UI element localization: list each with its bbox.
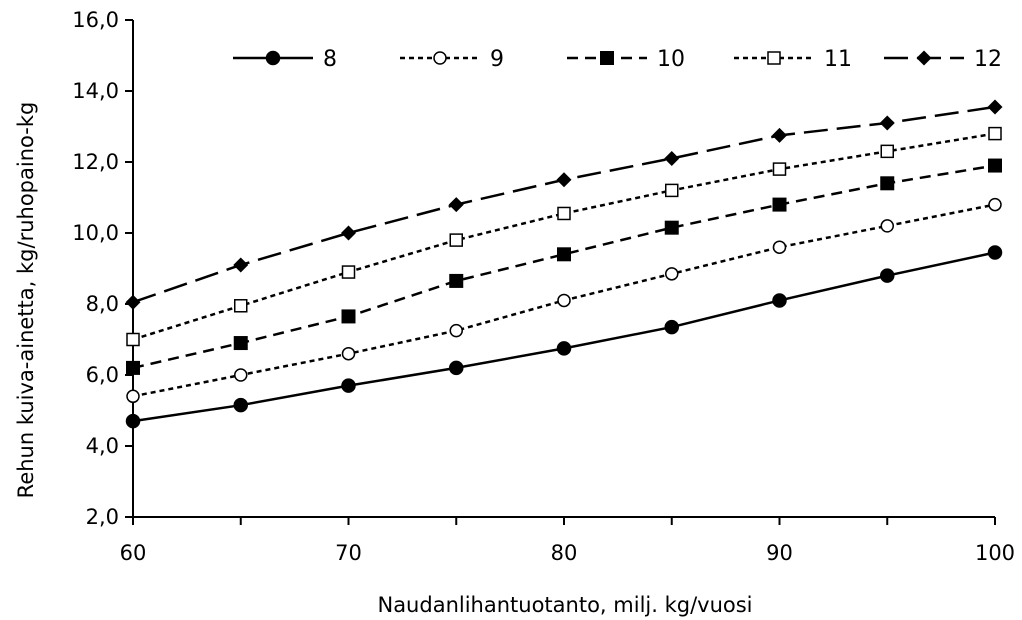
x-axis-title: Naudanlihantuotanto, milj. kg/vuosi [377, 593, 752, 617]
series-10-point [126, 360, 140, 375]
y-tick-label: 6,0 [86, 363, 119, 387]
series-9-point [665, 267, 679, 281]
series-11-point [341, 265, 356, 279]
chart-series-layer [125, 99, 1003, 429]
chart-legend: 8 9 10 11 12 [233, 47, 1002, 72]
series-9-point [234, 368, 248, 382]
x-tick-label: 70 [335, 541, 362, 565]
series-11-point [665, 183, 679, 198]
x-tick-label: 80 [551, 541, 578, 565]
y-tick-label: 4,0 [86, 434, 119, 458]
series-12-point [664, 150, 680, 166]
series-12-point [448, 197, 464, 213]
series-11-point [449, 233, 463, 247]
y-tick-label: 12,0 [72, 150, 119, 174]
series-10-point [557, 247, 571, 262]
series-12 [125, 99, 1003, 310]
legend-item-10: 10 [567, 47, 685, 72]
legend-label: 9 [490, 47, 504, 72]
legend-marker [600, 51, 614, 65]
legend-label: 12 [974, 47, 1002, 72]
y-tick-label: 14,0 [72, 79, 119, 103]
legend-item-11: 11 [734, 47, 852, 72]
y-tick-label: 2,0 [86, 505, 119, 529]
legend-item-8: 8 [233, 47, 337, 72]
series-12-point [233, 257, 249, 273]
legend-marker [916, 50, 932, 66]
legend-label: 11 [824, 47, 852, 72]
x-tick-label: 90 [766, 541, 793, 565]
series-11-point [234, 299, 248, 313]
y-tick-label: 16,0 [72, 8, 119, 32]
series-9-point [880, 219, 894, 233]
series-11-point [988, 126, 1002, 141]
series-8-point [987, 245, 1003, 260]
y-tick-label: 8,0 [86, 292, 119, 316]
series-11-point [880, 144, 894, 159]
series-8-point [880, 268, 895, 283]
series-8-point [233, 397, 248, 413]
x-tick-label: 100 [975, 541, 1015, 565]
legend-label: 10 [657, 47, 685, 72]
legend-marker [433, 51, 447, 65]
series-9 [126, 197, 1002, 404]
legend-marker [265, 50, 281, 66]
series-9-point [449, 323, 463, 338]
y-axis-title: Rehun kuiva-ainetta, kg/ruhopaino-kg [14, 102, 38, 499]
series-10-line [132, 164, 996, 370]
series-12-point [556, 172, 572, 188]
series-10-point [233, 336, 248, 351]
series-8-point [772, 293, 787, 308]
series-10 [126, 158, 1002, 375]
legend-item-12: 12 [884, 47, 1002, 72]
series-9-point [126, 389, 140, 404]
y-tick-label: 10,0 [72, 221, 119, 245]
series-12-point [987, 99, 1003, 115]
series-12-point [125, 294, 141, 310]
series-10-point [449, 273, 464, 288]
series-10-point [988, 158, 1002, 173]
series-9-point [772, 240, 787, 254]
series-12-point [879, 115, 895, 131]
chart-axes: 2,0 4,0 6,0 8,0 10,0 12,0 14,0 16,0 60 70 80 90 100 [72, 8, 1015, 565]
series-8-point [125, 413, 141, 429]
series-10-point [341, 309, 356, 324]
series-9-point [988, 197, 1002, 212]
series-10-point [664, 220, 679, 235]
legend-marker [767, 51, 781, 65]
series-10-point [772, 197, 787, 212]
series-9-point [341, 346, 356, 361]
series-11-point [126, 332, 140, 347]
series-12-point [772, 127, 787, 143]
series-8-point [341, 378, 356, 393]
series-8 [125, 245, 1003, 429]
series-8-point [664, 319, 679, 335]
series-8-point [449, 360, 464, 376]
series-11-point [772, 162, 787, 176]
series-11 [126, 126, 1002, 347]
series-12-point [341, 225, 356, 241]
series-12-line [132, 105, 996, 304]
series-11-line [132, 132, 996, 341]
series-10-point [880, 176, 895, 191]
legend-label: 8 [323, 47, 337, 72]
series-9-point [557, 293, 571, 308]
series-8-point [556, 341, 572, 356]
series-11-point [557, 206, 571, 221]
legend-item-9: 9 [400, 47, 504, 72]
x-tick-label: 60 [120, 541, 147, 565]
